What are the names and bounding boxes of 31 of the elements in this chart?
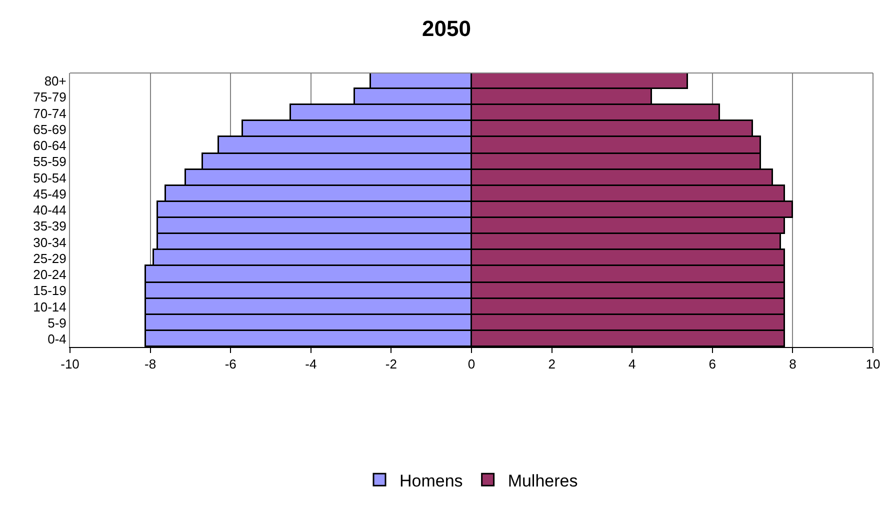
x-tick-label: 2 xyxy=(548,356,556,372)
x-tick-label: 8 xyxy=(789,356,796,372)
y-tick-label: 70-74 xyxy=(33,106,66,121)
x-tick-label: 6 xyxy=(708,356,716,372)
y-tick-label: 80+ xyxy=(44,74,66,89)
x-tick-label: -10 xyxy=(60,356,80,372)
x-tick-label: -2 xyxy=(385,356,397,372)
y-tick-label: 5-9 xyxy=(48,315,66,330)
y-tick-label: 50-54 xyxy=(33,170,66,186)
y-tick-label: 35-39 xyxy=(33,218,66,234)
y-tick-label: 30-34 xyxy=(33,234,66,250)
x-tick-label: -6 xyxy=(224,356,236,372)
y-tick-label: 15-19 xyxy=(33,283,66,298)
x-tick-label: 0 xyxy=(468,356,476,372)
y-tick-label: 25-29 xyxy=(33,250,66,266)
x-tick-label: 10 xyxy=(866,356,880,372)
y-tick-label: 65-69 xyxy=(33,122,66,137)
y-tick-label: 75-79 xyxy=(33,90,66,105)
y-tick-label: 40-44 xyxy=(33,202,66,218)
x-tick-label: -4 xyxy=(305,356,317,372)
y-tick-label: 45-49 xyxy=(33,186,66,202)
y-tick-label: 55-59 xyxy=(33,154,66,170)
y-tick-label: 10-14 xyxy=(33,299,66,314)
y-tick-label: 60-64 xyxy=(33,138,66,154)
legend-label: Homens xyxy=(400,471,463,490)
chart-title: 2050 xyxy=(422,16,471,41)
y-tick-label: 0-4 xyxy=(48,331,66,346)
y-tick-label: 20-24 xyxy=(33,267,66,282)
legend-label: Mulheres xyxy=(508,471,578,490)
x-tick-label: 4 xyxy=(628,356,636,372)
x-tick-label: -8 xyxy=(144,356,156,372)
